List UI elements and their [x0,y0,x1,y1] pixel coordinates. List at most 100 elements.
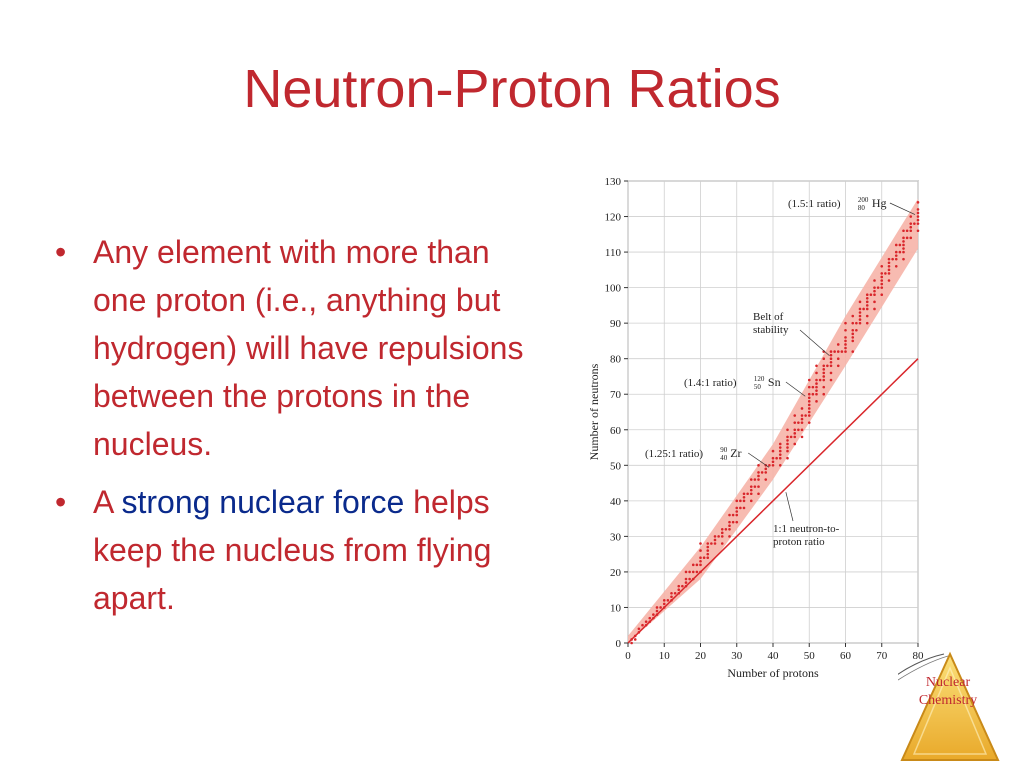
nuclide-point [778,464,782,467]
slide-title: Neutron-Proton Ratios [243,59,781,119]
y-tick-label: 110 [605,247,622,259]
hg-annotation-atomic: 80 [858,204,866,212]
nuclide-point [807,414,811,417]
nuclide-point [851,332,855,336]
nuclide-point [807,378,811,382]
one-to-one-line [627,358,919,644]
nuclide-point [641,623,644,627]
nuclide-point [902,229,905,233]
nuclide-point [637,627,641,631]
nuclide-point [706,552,710,556]
nuclide-point [873,293,876,297]
nuclide-point [822,364,826,368]
belt-leader [799,329,830,356]
nuclide-point [873,300,876,304]
nuclide-point [753,485,757,488]
nuclide-point [829,364,833,368]
nuclide-point [695,570,699,574]
nuclide-point [771,456,775,460]
nuclide-point [699,563,702,567]
nuclide-point [764,471,768,474]
nuclide-point [757,478,760,481]
nuclide-point [760,471,764,474]
nuclide-point [800,407,804,410]
nuclide-point [811,392,815,396]
nuclide-point [699,549,702,552]
nuclide-point [829,371,833,375]
nuclide-point [652,616,655,620]
nuclide-point [905,229,909,233]
zr-leader [748,452,770,468]
nuclide-point [807,396,811,400]
nuclide-point [811,385,815,389]
badge-line-2: Chemistry [918,693,978,708]
nuclide-point [858,311,862,314]
x-tick-label: 60 [840,650,852,662]
nuclide-point [826,364,829,368]
x-tick-label: 80 [913,650,925,662]
sn-annotation-symbol: Sn [768,375,781,389]
nuclide-point [684,584,688,588]
nuclide-point [909,225,913,229]
nuclide-point [728,524,731,528]
nuclide-point [902,236,905,240]
nuclide-point [887,264,891,268]
nuclide-point [807,400,811,403]
nuclide-point [720,527,724,531]
ratio-label-line2: proton ratio [773,536,825,548]
nuclide-point [720,542,724,545]
nuclide-point [800,421,804,424]
x-tick-label: 30 [731,650,743,662]
zr-annotation-symbol: Zr [730,446,741,460]
nuclide-point [880,293,884,297]
nuclide-point [862,307,865,311]
nuclide-point [630,641,633,645]
nuclide-point [789,435,793,439]
nuclide-point [909,215,913,218]
nuclide-point [699,559,702,563]
nuclide-point [807,410,811,414]
nuclide-point [749,492,753,496]
nuclide-point [840,350,844,353]
nuclide-point [662,606,666,609]
nuclide-point [822,378,826,382]
stable-nuclide-points [630,201,920,645]
nuclide-point [677,584,681,588]
nuclide-point [691,563,695,567]
nuclide-point [807,407,811,410]
nuclide-point [720,531,724,535]
nuclide-point [670,595,673,599]
highlighted-term: strong nuclear force [121,484,405,520]
nuclide-point [916,201,920,204]
nuclide-point [822,371,826,375]
nuclide-point [902,247,905,250]
nuclide-point [880,279,884,282]
nuclide-point [887,261,891,265]
nuclide-point [873,279,876,282]
nuclide-point [728,513,731,517]
nuclide-point [822,385,826,389]
nuclide-point [844,350,847,353]
nuclide-point [655,613,659,616]
nuclide-point [749,478,753,481]
nuclide-point [865,293,869,297]
nuclide-point [724,527,728,531]
hg-annotation-symbol: Hg [872,196,887,210]
nuclide-point [666,599,670,602]
nuclide-point [913,222,916,225]
badge-line-1: Nuclear [925,675,971,690]
nuclide-point [797,421,800,424]
nuclide-point [822,375,826,378]
nuclide-point [909,229,913,233]
nuclide-point [670,599,673,602]
nuclide-point [800,435,804,439]
nuclide-point [836,350,840,353]
nuclide-point [815,378,818,382]
ratio-label-line1: 1:1 neutron-to- [773,523,840,535]
bullet-list: • Any element with more than one proton (… [55,228,525,632]
y-tick-label: 0 [616,638,622,650]
nuclide-point [662,599,666,602]
nuclide-point [884,272,887,275]
nuclide-point [702,556,706,560]
nuclide-point [836,357,840,360]
